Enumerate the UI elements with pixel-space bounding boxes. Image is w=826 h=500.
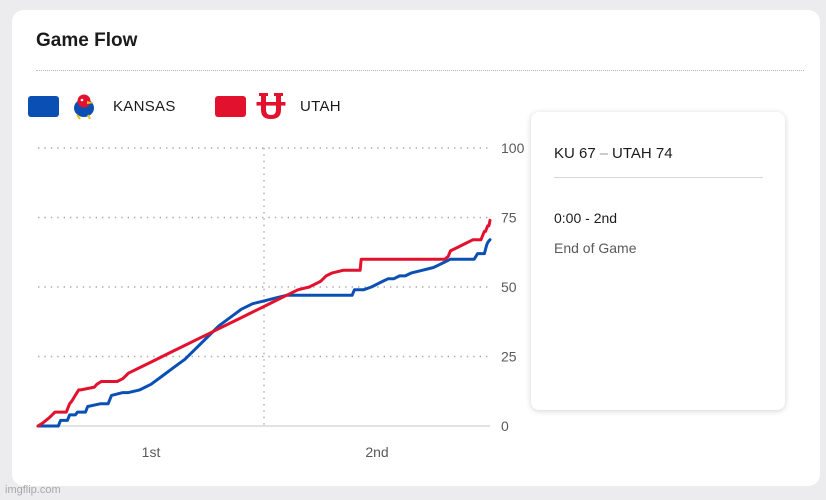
series-line-utah [36, 218, 492, 428]
utah-color-swatch [215, 95, 246, 117]
kansas-color-swatch [28, 95, 59, 117]
series-line-kansas [36, 238, 492, 428]
period-label: 2nd [365, 444, 388, 460]
y-tick-label: 25 [501, 349, 517, 365]
y-tick-label: 50 [501, 279, 517, 295]
game-status: End of Game [554, 240, 637, 256]
score-summary-panel: KU 67– UTAH 74 0:00 - 2nd End of Game [531, 112, 785, 410]
legend-kansas[interactable]: KANSAS [28, 94, 176, 120]
final-score: KU 67– UTAH 74 [554, 145, 673, 162]
score-separator: – [599, 145, 609, 162]
game-clock: 0:00 - 2nd [554, 210, 618, 226]
y-tick-label: 0 [501, 418, 509, 434]
card-title: Game Flow [36, 30, 138, 51]
utah-score: UTAH 74 [612, 145, 673, 162]
period-label: 1st [142, 444, 161, 460]
jayhawk-icon [74, 94, 94, 120]
label-layer: 100 75 50 25 0 1st 2nd [142, 140, 525, 460]
grid-layer [38, 147, 490, 427]
watermark: imgflip.com [5, 484, 61, 496]
kansas-score: KU 67 [554, 145, 596, 162]
utah-label: UTAH [300, 97, 341, 115]
y-tick-label: 100 [501, 140, 525, 156]
panel-divider [554, 177, 763, 178]
utah-u-icon [256, 93, 286, 119]
title-divider [36, 70, 804, 71]
series-layer [36, 218, 492, 428]
y-tick-label: 75 [501, 210, 517, 226]
legend-utah[interactable]: UTAH [215, 93, 341, 119]
kansas-label: KANSAS [113, 97, 176, 115]
